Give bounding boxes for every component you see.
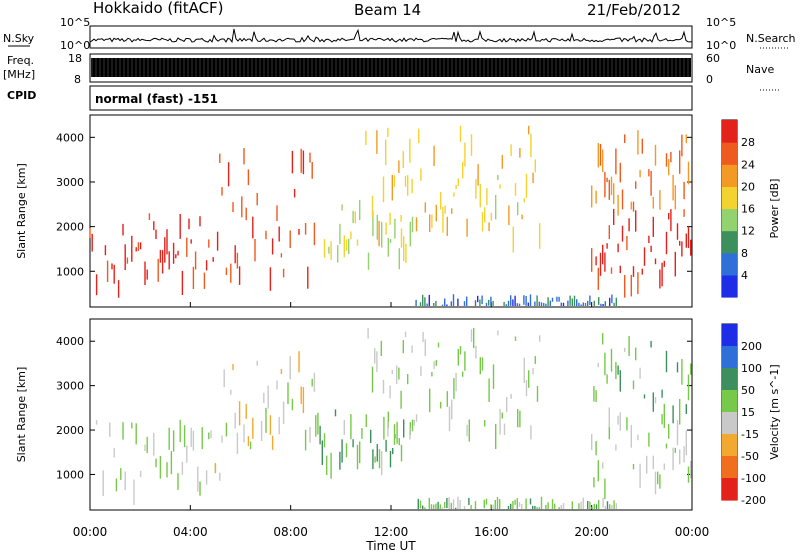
power-colorbar-tick: 24 xyxy=(741,158,755,171)
velocity-ytick-label: 3000 xyxy=(56,380,84,393)
velocity-ytick-label: 4000 xyxy=(56,335,84,348)
velocity-ylabel: Slant Range [km] xyxy=(15,367,28,463)
station-title: Hokkaido (fitACF) xyxy=(93,0,224,17)
xtick-label: 20:00 xyxy=(574,525,609,539)
power-colorbar-tick: 16 xyxy=(741,203,755,216)
power-ytick-label: 3000 xyxy=(56,176,84,189)
power-colorbar-tick: 4 xyxy=(741,269,748,282)
velocity-colorbar-segment xyxy=(722,390,737,413)
velocity-colorbar-tick: -50 xyxy=(741,450,759,463)
velocity-colorbar-segment xyxy=(722,478,737,501)
velocity-colorbar-tick: -200 xyxy=(741,494,766,507)
xaxis-label: Time UT xyxy=(365,539,416,553)
nsearch-label: N.Search xyxy=(746,32,796,45)
power-colorbar-label: Power [dB] xyxy=(768,179,781,239)
freq-tick-right-high: 60 xyxy=(706,52,720,65)
power-ytick-label: 1000 xyxy=(56,265,84,278)
velocity-ytick-label: 1000 xyxy=(56,468,84,481)
power-colorbar-segment xyxy=(722,120,737,143)
freq-tick-right-low: 0 xyxy=(706,73,713,86)
xtick-label: 04:00 xyxy=(173,525,208,539)
velocity-colorbar-tick: -15 xyxy=(741,428,759,441)
power-colorbar-segment xyxy=(722,142,737,165)
velocity-colorbar-tick: -100 xyxy=(741,472,766,485)
velocity-colorbar-segment xyxy=(722,368,737,391)
noise-tick-left-low: 10^0 xyxy=(60,39,91,52)
xtick-label: 16:00 xyxy=(474,525,509,539)
cpid-label: CPID xyxy=(7,89,37,102)
noise-panel xyxy=(89,25,693,49)
freq-trace-band xyxy=(91,58,691,77)
velocity-colorbar-tick: 200 xyxy=(741,340,762,353)
noise-trace xyxy=(89,28,693,44)
power-ytick-label: 4000 xyxy=(56,131,84,144)
freq-unit-label: [MHz] xyxy=(3,68,36,81)
velocity-panel xyxy=(89,318,693,511)
power-colorbar-tick: 28 xyxy=(741,136,755,149)
beam-title: Beam 14 xyxy=(354,1,422,19)
power-colorbar-tick: 8 xyxy=(741,247,748,260)
velocity-colorbar-label: Velocity [m s^-1] xyxy=(768,364,781,459)
velocity-colorbar-tick: 100 xyxy=(741,362,762,375)
noise-tick-left-high: 10^5 xyxy=(60,16,91,29)
power-colorbar-segment xyxy=(722,186,737,210)
power-colorbar-segment xyxy=(722,274,737,298)
velocity-colorbar-segment xyxy=(722,412,737,435)
noise-tick-right-high: 10^5 xyxy=(706,16,737,29)
velocity-colorbar-segment xyxy=(722,456,737,479)
velocity-colorbar-segment xyxy=(722,434,737,457)
power-ylabel: Slant Range [km] xyxy=(15,163,28,259)
velocity-colorbar-tick: 50 xyxy=(741,384,755,397)
nsky-label: N.Sky xyxy=(3,32,35,45)
power-panel xyxy=(89,114,693,308)
nave-label: Nave xyxy=(746,63,775,76)
power-colorbar-tick: 20 xyxy=(741,180,755,193)
noise-tick-right-low: 10^0 xyxy=(706,39,737,52)
freq-label: Freq. xyxy=(7,54,35,67)
xtick-label: 00:00 xyxy=(73,525,108,539)
power-ytick-label: 2000 xyxy=(56,221,84,234)
freq-tick-left-high: 18 xyxy=(68,52,82,65)
xtick-label: 12:00 xyxy=(374,525,409,539)
power-colorbar-segment xyxy=(722,230,737,254)
xtick-label: 00:00 xyxy=(675,525,710,539)
power-colorbar-segment xyxy=(722,164,737,187)
cpid-panel xyxy=(89,85,693,111)
velocity-colorbar-tick: 15 xyxy=(741,406,755,419)
power-colorbar-segment xyxy=(722,252,737,276)
velocity-colorbar-segment xyxy=(722,324,737,347)
power-colorbar-tick: 12 xyxy=(741,225,755,238)
velocity-ytick-label: 2000 xyxy=(56,424,84,437)
velocity-colorbar-segment xyxy=(722,346,737,369)
cpid-text: normal (fast) -151 xyxy=(95,92,218,106)
freq-tick-left-low: 8 xyxy=(74,73,81,86)
power-colorbar-segment xyxy=(722,208,737,232)
xtick-label: 08:00 xyxy=(273,525,308,539)
date-title: 21/Feb/2012 xyxy=(587,1,681,19)
freq-panel xyxy=(89,53,693,83)
